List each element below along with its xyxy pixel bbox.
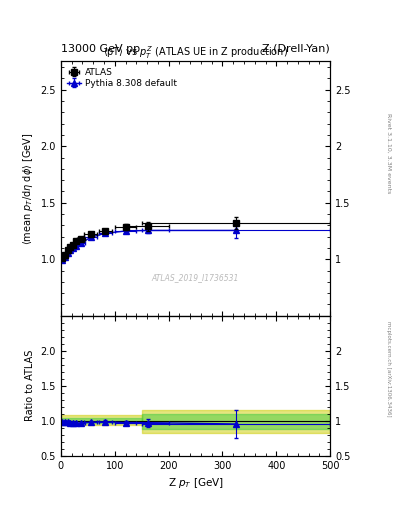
Y-axis label: $\langle$mean $p_T$/d$\eta$ d$\phi\rangle$ [GeV]: $\langle$mean $p_T$/d$\eta$ d$\phi\rangl… <box>21 132 35 245</box>
X-axis label: Z $p_T$ [GeV]: Z $p_T$ [GeV] <box>167 476 224 490</box>
Text: ATLAS_2019_I1736531: ATLAS_2019_I1736531 <box>152 273 239 282</box>
Title: $\langle$pT$\rangle$ vs $p_T^Z$ (ATLAS UE in Z production): $\langle$pT$\rangle$ vs $p_T^Z$ (ATLAS U… <box>103 45 288 61</box>
Text: mcplots.cern.ch [arXiv:1306.3436]: mcplots.cern.ch [arXiv:1306.3436] <box>386 321 391 416</box>
Legend: ATLAS, Pythia 8.308 default: ATLAS, Pythia 8.308 default <box>65 66 179 90</box>
Text: Z (Drell-Yan): Z (Drell-Yan) <box>263 44 330 54</box>
Y-axis label: Ratio to ATLAS: Ratio to ATLAS <box>25 350 35 421</box>
Text: 13000 GeV pp: 13000 GeV pp <box>61 44 140 54</box>
Text: Rivet 3.1.10, 3.3M events: Rivet 3.1.10, 3.3M events <box>386 114 391 194</box>
